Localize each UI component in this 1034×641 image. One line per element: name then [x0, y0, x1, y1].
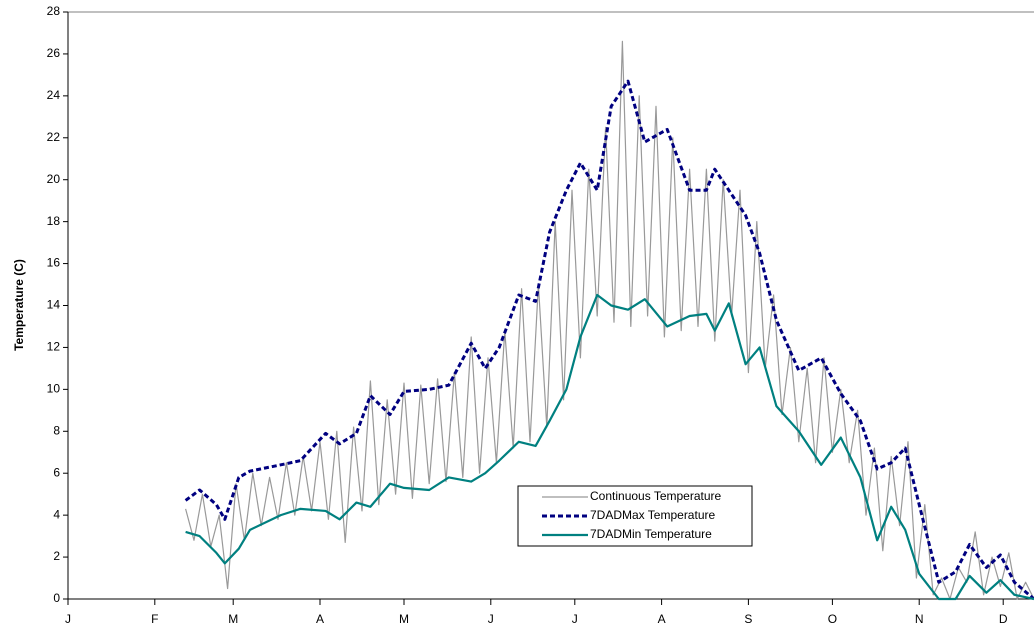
y-tick-label: 26 — [47, 46, 61, 60]
legend-label: Continuous Temperature — [590, 489, 722, 503]
x-tick-label: J — [488, 612, 494, 626]
series-line — [185, 293, 1034, 601]
y-tick-label: 18 — [47, 214, 61, 228]
y-tick-label: 24 — [47, 88, 61, 102]
legend-label: 7DADMax Temperature — [590, 508, 715, 522]
y-tick-label: 28 — [47, 4, 61, 18]
series-line — [185, 40, 1034, 600]
y-tick-label: 4 — [53, 507, 60, 521]
y-tick-label: 20 — [47, 172, 61, 186]
x-tick-label: F — [151, 612, 158, 626]
y-tick-label: 16 — [47, 256, 61, 270]
y-tick-label: 8 — [53, 423, 60, 437]
y-axis-label: Temperature (C) — [12, 259, 26, 351]
legend-label: 7DADMin Temperature — [590, 527, 712, 541]
x-tick-label: A — [658, 612, 666, 626]
y-tick-label: 14 — [47, 298, 61, 312]
y-tick-label: 6 — [53, 465, 60, 479]
x-tick-label: J — [572, 612, 578, 626]
x-tick-label: N — [915, 612, 924, 626]
x-tick-label: S — [744, 612, 752, 626]
y-tick-label: 10 — [47, 382, 61, 396]
y-tick-label: 22 — [47, 130, 61, 144]
x-tick-label: A — [316, 612, 324, 626]
x-tick-label: M — [228, 612, 238, 626]
x-tick-label: O — [828, 612, 837, 626]
series-line — [184, 79, 1034, 601]
y-tick-label: 2 — [53, 549, 60, 563]
y-tick-label: 0 — [53, 591, 60, 605]
x-tick-label: J — [65, 612, 71, 626]
y-tick-label: 12 — [47, 340, 61, 354]
x-tick-label: D — [999, 612, 1008, 626]
x-tick-label: M — [399, 612, 409, 626]
